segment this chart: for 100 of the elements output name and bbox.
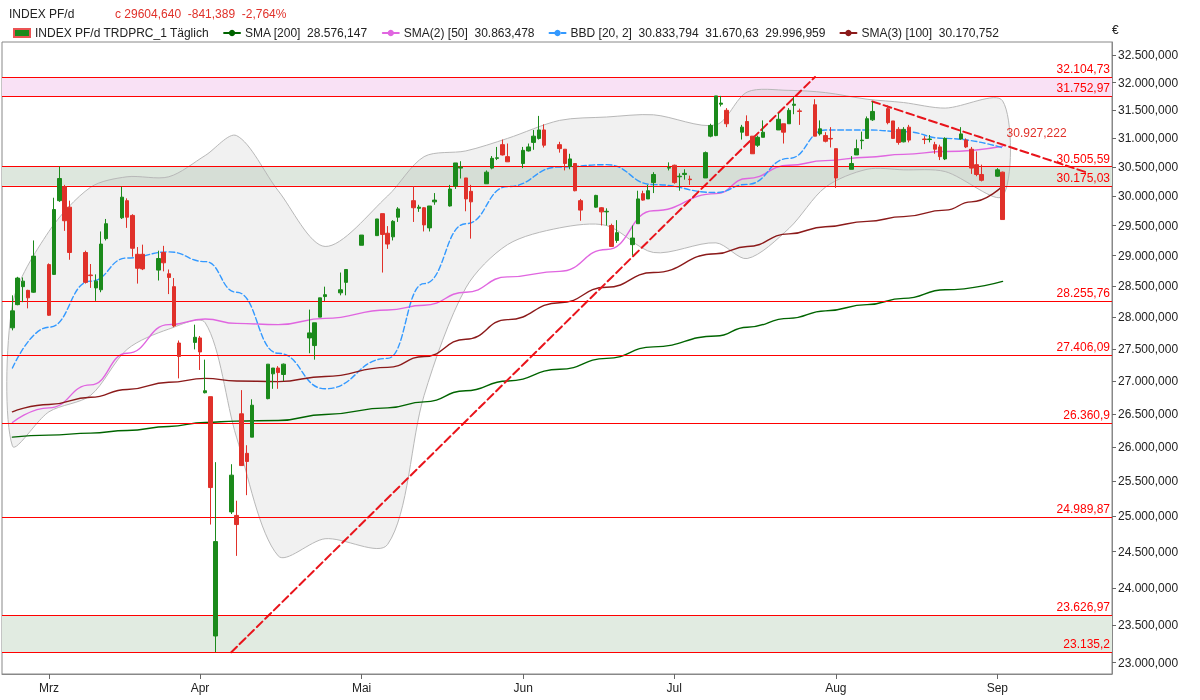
candlestick	[797, 108, 802, 126]
ref-line-label: 31.752,97	[1056, 81, 1111, 96]
y-axis-title: €	[1112, 23, 1119, 37]
y-tick-label: 23.000,000	[1118, 655, 1179, 670]
candlestick	[57, 165, 62, 203]
candlestick	[432, 192, 437, 206]
y-tick-label: 29.000,000	[1118, 248, 1179, 263]
y-tick-label: 25.000,000	[1118, 509, 1179, 524]
y-tick-label: 27.000,000	[1118, 373, 1179, 388]
candlestick	[1000, 171, 1005, 221]
candlestick	[344, 269, 348, 296]
candlestick	[338, 272, 343, 296]
annotation: 30.927,222	[1006, 125, 1067, 140]
y-tick-label: 26.000,000	[1118, 440, 1179, 455]
y-tick-label: 29.500,000	[1118, 218, 1179, 233]
candlestick	[688, 175, 692, 186]
y-tick-label: 30.500,000	[1118, 159, 1179, 174]
candlestick	[781, 123, 786, 145]
candlestick	[672, 164, 677, 185]
legend-label: INDEX PF/d TRDPRC_1 Täglich	[35, 26, 209, 40]
candlestick	[901, 126, 906, 143]
y-tick-label: 28.500,000	[1118, 279, 1179, 294]
candlestick	[198, 335, 202, 371]
candlestick	[604, 207, 609, 226]
candlestick	[568, 153, 572, 170]
candlestick	[177, 339, 181, 379]
candlestick	[849, 155, 854, 170]
candlestick	[505, 143, 510, 163]
candlestick	[854, 139, 859, 156]
candlestick	[682, 168, 687, 181]
candlestick	[281, 363, 286, 382]
x-tick-label: Jun	[513, 681, 533, 695]
y-tick-label: 24.000,000	[1118, 580, 1179, 595]
candlestick	[500, 139, 505, 156]
candlestick	[943, 136, 947, 161]
ref-line-label: 28.255,76	[1056, 286, 1111, 301]
y-tick-label: 30.000,000	[1118, 188, 1179, 203]
x-tick-label: Aug	[825, 681, 847, 695]
candlestick	[594, 194, 598, 209]
candlestick	[740, 124, 744, 141]
candlestick	[229, 463, 234, 515]
candlestick	[52, 197, 56, 276]
candlestick	[907, 124, 911, 143]
candlestick	[375, 218, 379, 237]
candlestick	[172, 277, 176, 328]
candlestick	[563, 148, 567, 171]
candlestick	[359, 234, 364, 246]
candlestick	[776, 112, 781, 131]
candlestick	[104, 218, 108, 241]
candlestick	[818, 119, 822, 137]
candlestick	[813, 98, 817, 137]
candlestick	[203, 359, 207, 394]
y-tick-label: 31.500,000	[1118, 103, 1179, 118]
candlestick	[677, 172, 682, 192]
candlestick	[578, 198, 583, 222]
ref-line-label: 24.989,87	[1056, 501, 1111, 516]
candlestick	[959, 126, 963, 141]
candlestick	[615, 219, 619, 244]
candlestick	[213, 461, 218, 653]
candlestick	[745, 114, 749, 137]
ref-line-label: 30.175,03	[1056, 170, 1111, 185]
legend-label: BBD [20, 2] 30.833,794 31.670,63 29.996,959	[570, 26, 826, 40]
candlestick	[557, 141, 562, 154]
candlestick	[667, 161, 671, 171]
candlestick	[427, 205, 432, 232]
candlestick	[927, 134, 932, 143]
candlestick	[484, 169, 489, 185]
candlestick	[234, 500, 239, 557]
candlestick	[323, 286, 327, 302]
candlestick	[167, 269, 171, 295]
candlestick	[609, 223, 614, 247]
y-tick-label: 24.500,000	[1118, 544, 1179, 559]
candlestick	[703, 151, 708, 179]
ref-line-label: 32.104,73	[1056, 61, 1111, 76]
y-tick-label: 27.500,000	[1118, 341, 1179, 356]
x-tick-label: Jul	[666, 681, 682, 695]
ref-line-label: 26.360,9	[1063, 408, 1111, 423]
candlestick	[750, 135, 755, 155]
candlestick	[250, 398, 254, 438]
ref-line-label: 27.406,09	[1056, 339, 1111, 354]
ref-line-label: 30.505,59	[1056, 151, 1111, 166]
legend-label: SMA(2) [50] 30.863,478	[403, 26, 535, 40]
candlestick	[651, 171, 656, 194]
y-tick-label: 26.500,000	[1118, 406, 1179, 421]
legend-label: SMA [200] 28.576,147	[245, 26, 368, 40]
candlestick	[391, 219, 395, 241]
x-tick-label: Mrz	[38, 681, 59, 695]
ref-line-label: 23.626,97	[1056, 600, 1111, 615]
legend-label: SMA(3) [100] 30.170,752	[861, 26, 1000, 40]
x-tick-label: Mai	[351, 681, 372, 695]
candlestick	[417, 204, 421, 213]
ref-line-label: 23.135,2	[1063, 637, 1111, 652]
candlestick	[396, 206, 400, 223]
candlestick	[792, 96, 796, 115]
chart-title: INDEX PF/d	[9, 7, 75, 21]
y-tick-label: 32.500,000	[1118, 48, 1179, 63]
candlestick	[636, 190, 640, 225]
candlestick	[156, 250, 161, 282]
candlestick	[120, 186, 124, 220]
candlestick	[724, 107, 729, 128]
